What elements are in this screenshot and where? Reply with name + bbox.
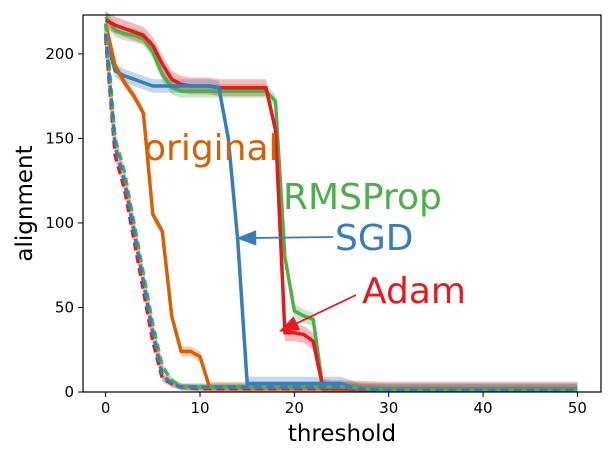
x-tick-label: 0 (101, 399, 111, 417)
x-tick-label: 40 (474, 399, 493, 417)
y-tick-label: 200 (45, 45, 74, 63)
annotation-arrowhead-sgd (236, 230, 257, 246)
x-axis-label: threshold (288, 421, 396, 447)
x-tick-label: 20 (285, 399, 304, 417)
x-tick-label: 50 (568, 399, 587, 417)
annotation-arrow-adam (296, 294, 357, 325)
plot-frame (82, 14, 602, 393)
series-lines (103, 15, 578, 393)
axis-ticks: 0 10 20 30 40 50 0 50 100 150 200 (45, 45, 587, 417)
y-tick-label: 100 (45, 214, 74, 232)
y-tick-label: 0 (64, 383, 74, 401)
line-sgd (103, 36, 578, 393)
annotation-sgd: SGD (335, 218, 413, 259)
line-sgd-dashed (103, 33, 578, 393)
x-tick-label: 10 (190, 399, 209, 417)
annotation-arrowhead-adam (278, 316, 301, 332)
annotation-rmsprop: RMSProp (283, 177, 442, 218)
y-tick-label: 50 (55, 298, 74, 316)
x-tick-label: 30 (379, 399, 398, 417)
annotation-adam: Adam (362, 271, 466, 312)
annotation-original: original (144, 128, 279, 169)
annotation-arrow-sgd (255, 236, 334, 239)
y-tick-label: 150 (45, 129, 74, 147)
y-axis-label: alignment (12, 145, 38, 261)
